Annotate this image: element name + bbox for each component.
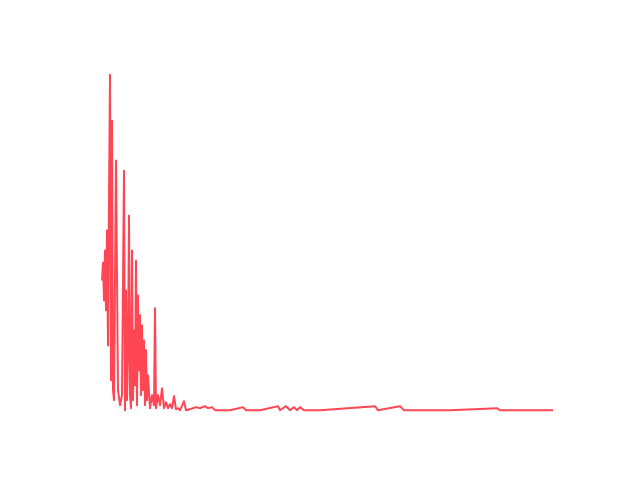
data-line xyxy=(101,73,553,412)
